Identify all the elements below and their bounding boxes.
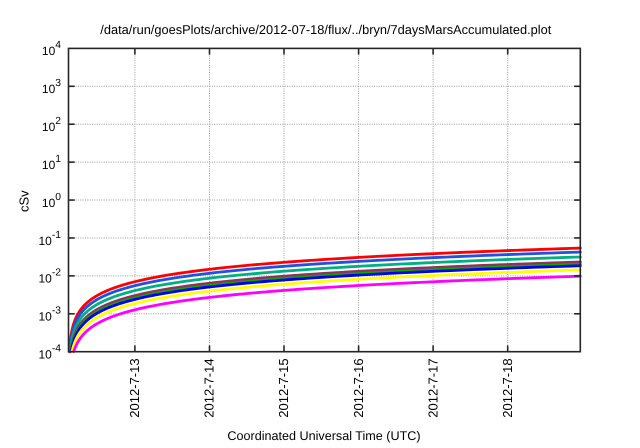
svg-text:2012-7-17: 2012-7-17 (425, 358, 440, 417)
svg-text:2012-7-14: 2012-7-14 (202, 358, 217, 417)
svg-text:2012-7-13: 2012-7-13 (127, 358, 142, 417)
svg-text:cSv: cSv (17, 190, 32, 212)
svg-text:2012-7-16: 2012-7-16 (351, 358, 366, 417)
svg-text:Coordinated Universal Time (UT: Coordinated Universal Time (UTC) (227, 429, 420, 443)
svg-text:2012-7-15: 2012-7-15 (276, 358, 291, 417)
svg-text:/data/run/goesPlots/archive/20: /data/run/goesPlots/archive/2012-07-18/f… (100, 22, 551, 37)
svg-text:2012-7-18: 2012-7-18 (500, 358, 515, 417)
